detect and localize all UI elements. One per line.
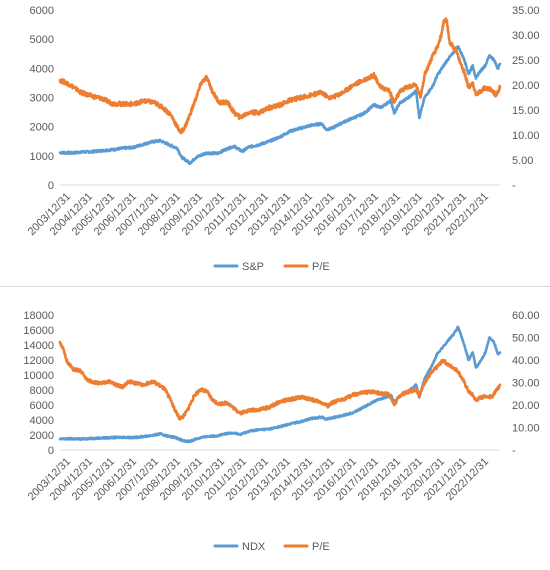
- legend-label: P/E: [312, 541, 330, 553]
- left-axis-tick-label: 2000: [30, 430, 54, 442]
- right-axis-tick-label: 30.00: [512, 378, 540, 390]
- right-axis-tick-label: 40.00: [512, 355, 540, 367]
- left-axis-tick-label: 0: [48, 180, 54, 192]
- chart-legend: S&P P/E: [213, 261, 330, 273]
- chart-panel-ndx: 0 2000 4000 6000 8000 10000 12000 14000 16000 180…: [0, 290, 550, 565]
- series-line-ndx: [58, 325, 502, 444]
- left-axis-tick-label: 6000: [30, 400, 54, 412]
- right-axis-tick-label: 5.00: [512, 155, 533, 167]
- right-axis-tick-label: 30.00: [512, 30, 540, 42]
- right-axis-tick-label: 10.00: [512, 423, 540, 435]
- left-axis-tick-label: 10000: [23, 370, 54, 382]
- left-axis-tick-label: 3000: [30, 93, 54, 105]
- right-axis-tick-label: 10.00: [512, 130, 540, 142]
- left-axis-tick-label: 8000: [30, 385, 54, 397]
- right-axis-tick-label: 20.00: [512, 400, 540, 412]
- left-axis-tick-label: 4000: [30, 63, 54, 75]
- left-axis-tick-label: 6000: [30, 5, 54, 17]
- right-axis-tick-label: 25.00: [512, 55, 540, 67]
- right-axis-tick-label: 60.00: [512, 310, 540, 322]
- chart-panel-sp500: 0 1000 2000 3000 4000 5000 6000 - 5.00 10.00 15.00…: [0, 0, 550, 284]
- left-axis-tick-label: 0: [48, 445, 54, 457]
- chart-sp500: 0 1000 2000 3000 4000 5000 6000 - 5.00 10.00 15.00…: [26, 5, 540, 273]
- right-axis-tick-label: -: [512, 445, 516, 457]
- left-axis-tick-label: 14000: [23, 340, 54, 352]
- right-axis-tick-label: 35.00: [512, 5, 540, 17]
- series-line-p-e: [58, 17, 502, 135]
- right-axis-tick-label: -: [512, 180, 516, 192]
- right-axis-tick-label: 20.00: [512, 80, 540, 92]
- series-line-p-e: [58, 340, 502, 421]
- left-axis-tick-label: 4000: [30, 415, 54, 427]
- left-axis-tick-label: 2000: [30, 122, 54, 134]
- legend-label: S&P: [242, 261, 264, 273]
- right-axis-tick-label: 15.00: [512, 105, 540, 117]
- left-axis-tick-label: 18000: [23, 310, 54, 322]
- chart-ndx: 0 2000 4000 6000 8000 10000 12000 14000 16000 180…: [23, 310, 540, 553]
- legend-label: P/E: [312, 261, 330, 273]
- left-axis-tick-label: 5000: [30, 34, 54, 46]
- series-line-s-p: [58, 45, 502, 166]
- left-axis-tick-label: 12000: [23, 355, 54, 367]
- left-axis-tick-label: 1000: [30, 151, 54, 163]
- panel-divider: [0, 286, 550, 287]
- legend-label: NDX: [242, 541, 266, 553]
- left-axis-tick-label: 16000: [23, 325, 54, 337]
- chart-legend: NDX P/E: [213, 541, 330, 553]
- right-axis-tick-label: 50.00: [512, 333, 540, 345]
